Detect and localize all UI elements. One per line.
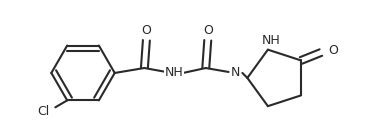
Text: NH: NH <box>165 67 184 79</box>
Text: Cl: Cl <box>37 105 49 118</box>
Text: O: O <box>328 44 338 57</box>
Text: O: O <box>203 24 213 37</box>
Text: O: O <box>141 24 151 37</box>
Text: N: N <box>231 67 240 79</box>
Text: NH: NH <box>262 34 280 47</box>
